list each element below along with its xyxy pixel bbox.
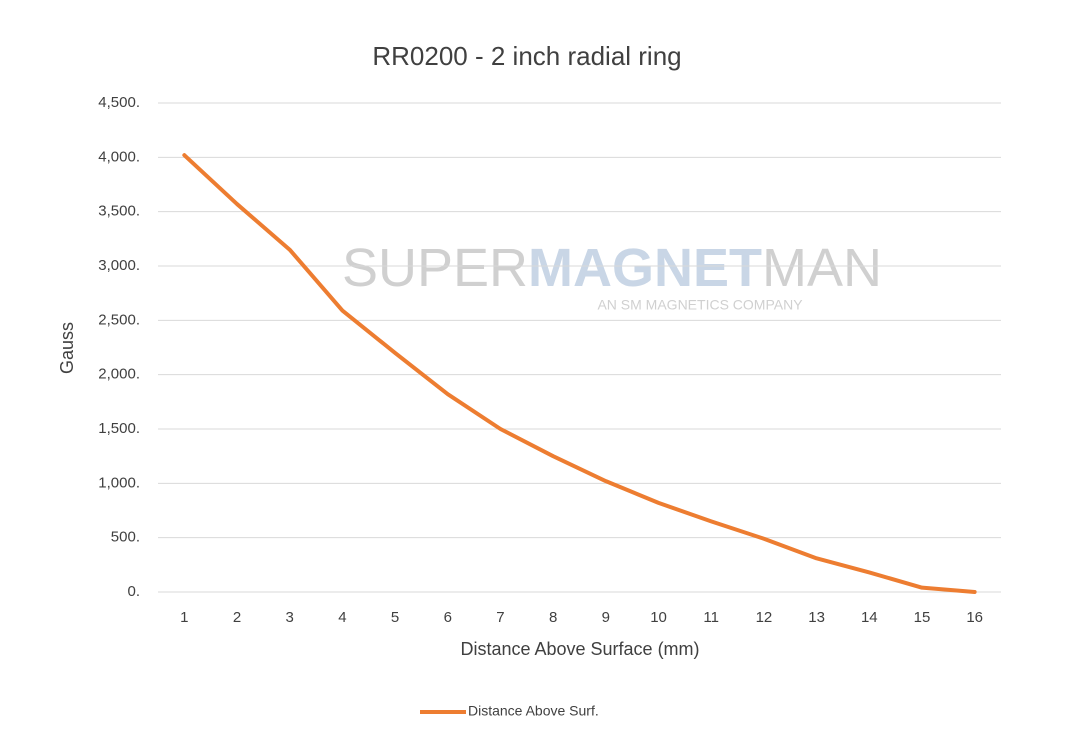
y-tick-label: 2,000.	[98, 366, 140, 383]
x-tick-label: 4	[338, 609, 346, 626]
x-tick-label: 14	[861, 609, 878, 626]
y-tick-label: 1,000.	[98, 474, 140, 491]
x-tick-label: 3	[286, 609, 294, 626]
y-tick-label: 0.	[127, 583, 140, 600]
x-tick-label: 11	[703, 609, 719, 626]
watermark-tagline: AN SM MAGNETICS COMPANY	[597, 297, 803, 313]
x-tick-label: 15	[914, 609, 931, 626]
x-tick-label: 10	[650, 609, 667, 626]
watermark-part: MAGNET	[528, 238, 762, 298]
x-tick-label: 8	[549, 609, 557, 626]
x-tick-label: 2	[233, 609, 241, 626]
x-tick-label: 9	[602, 609, 610, 626]
x-tick-label: 7	[496, 609, 504, 626]
y-tick-label: 3,000.	[98, 257, 140, 274]
y-tick-label: 3,500.	[98, 203, 140, 220]
y-tick-label: 4,000.	[98, 148, 140, 165]
chart-title: RR0200 - 2 inch radial ring	[372, 41, 681, 71]
x-axis-label: Distance Above Surface (mm)	[460, 639, 699, 659]
line	[182, 153, 977, 594]
x-tick-label: 6	[444, 609, 452, 626]
legend-label: Distance Above Surf.	[468, 703, 599, 719]
watermark-part: MAN	[762, 238, 882, 298]
y-tick-label: 4,500.	[98, 94, 140, 111]
y-axis-label: Gauss	[57, 322, 77, 374]
watermark: SUPERMAGNETMAN	[342, 238, 882, 298]
x-tick-label: 12	[756, 609, 773, 626]
watermark-part: SUPER	[342, 238, 528, 298]
y-tick-label: 500.	[111, 529, 140, 546]
y-tick-label: 2,500.	[98, 311, 140, 328]
x-tick-label: 5	[391, 609, 399, 626]
x-tick-label: 1	[180, 609, 188, 626]
y-tick-label: 1,500.	[98, 420, 140, 437]
x-tick-label: 13	[808, 609, 825, 626]
x-tick-label: 16	[966, 609, 983, 626]
